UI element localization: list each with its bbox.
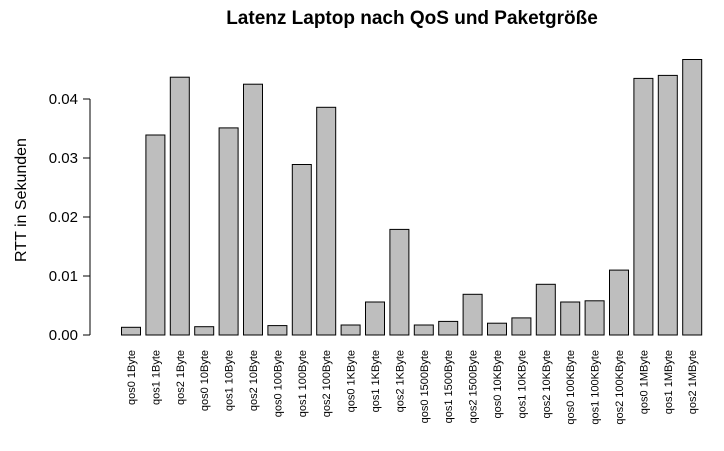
x-tick-label: qos0 100KByte — [565, 350, 577, 425]
bar — [438, 320, 459, 336]
x-tick-label: qos2 100Byte — [321, 350, 333, 417]
x-tick-label: qos1 1500Byte — [443, 350, 455, 423]
x-tick-label: qos1 10KByte — [516, 350, 528, 419]
x-tick-label: qos0 100Byte — [272, 350, 284, 417]
bar — [462, 293, 483, 336]
x-tick-label: qos0 1KByte — [346, 350, 358, 412]
x-tick-label: qos1 1MByte — [663, 350, 675, 414]
x-tick-label: qos1 10Byte — [224, 350, 236, 411]
bar — [682, 59, 703, 336]
x-tick-label: qos1 1KByte — [370, 350, 382, 412]
bar — [560, 301, 581, 336]
x-tick-label: qos0 1Byte — [126, 350, 138, 405]
y-tick-label: 0.00 — [49, 327, 78, 344]
bar — [194, 326, 215, 336]
bar — [633, 77, 654, 336]
bar — [121, 326, 141, 336]
x-tick-label: qos2 100KByte — [614, 350, 626, 425]
x-tick-label: qos1 100KByte — [590, 350, 602, 425]
bar — [511, 317, 532, 336]
x-tick-label: qos0 1MByte — [638, 350, 650, 414]
x-tick-label: qos0 1500Byte — [419, 350, 431, 423]
bar — [243, 83, 263, 336]
bar — [584, 300, 605, 336]
bar — [218, 127, 239, 336]
y-tick-label: 0.04 — [49, 91, 78, 108]
bar — [487, 322, 507, 336]
bar — [609, 269, 629, 336]
x-tick-label: qos1 1Byte — [150, 350, 162, 405]
bar — [340, 324, 361, 336]
y-tick-label: 0.02 — [49, 209, 78, 226]
y-axis-label: RTT in Sekunden — [13, 138, 30, 262]
bar — [145, 134, 166, 336]
x-tick-label: qos1 100Byte — [297, 350, 309, 417]
bar — [413, 324, 434, 336]
bars-group — [121, 59, 703, 336]
y-axis: 0.00 0.01 0.02 0.03 0.04 — [49, 91, 91, 344]
x-tick-labels: qos0 1Byte qos1 1Byte qos2 1Byte qos0 10Byt… — [126, 350, 699, 425]
x-tick-label: qos2 10KByte — [541, 350, 553, 419]
x-tick-label: qos2 10Byte — [248, 350, 260, 411]
bar — [291, 164, 312, 336]
bar — [657, 74, 678, 336]
bar — [389, 228, 410, 336]
x-tick-label: qos2 1KByte — [394, 350, 406, 412]
bar — [316, 106, 337, 336]
x-tick-label: qos2 1MByte — [687, 350, 699, 414]
y-tick-label: 0.01 — [49, 268, 78, 285]
bar — [535, 283, 556, 336]
y-tick-label: 0.03 — [49, 150, 78, 167]
x-tick-label: qos2 1Byte — [175, 350, 187, 405]
chart-title: Latenz Laptop nach QoS und Paketgröße — [226, 8, 598, 29]
bar — [267, 325, 288, 336]
x-tick-label: qos0 10KByte — [492, 350, 504, 419]
x-tick-label: qos2 1500Byte — [468, 350, 480, 423]
bar — [365, 301, 385, 336]
x-tick-label: qos0 10Byte — [199, 350, 211, 411]
bar — [169, 76, 190, 336]
